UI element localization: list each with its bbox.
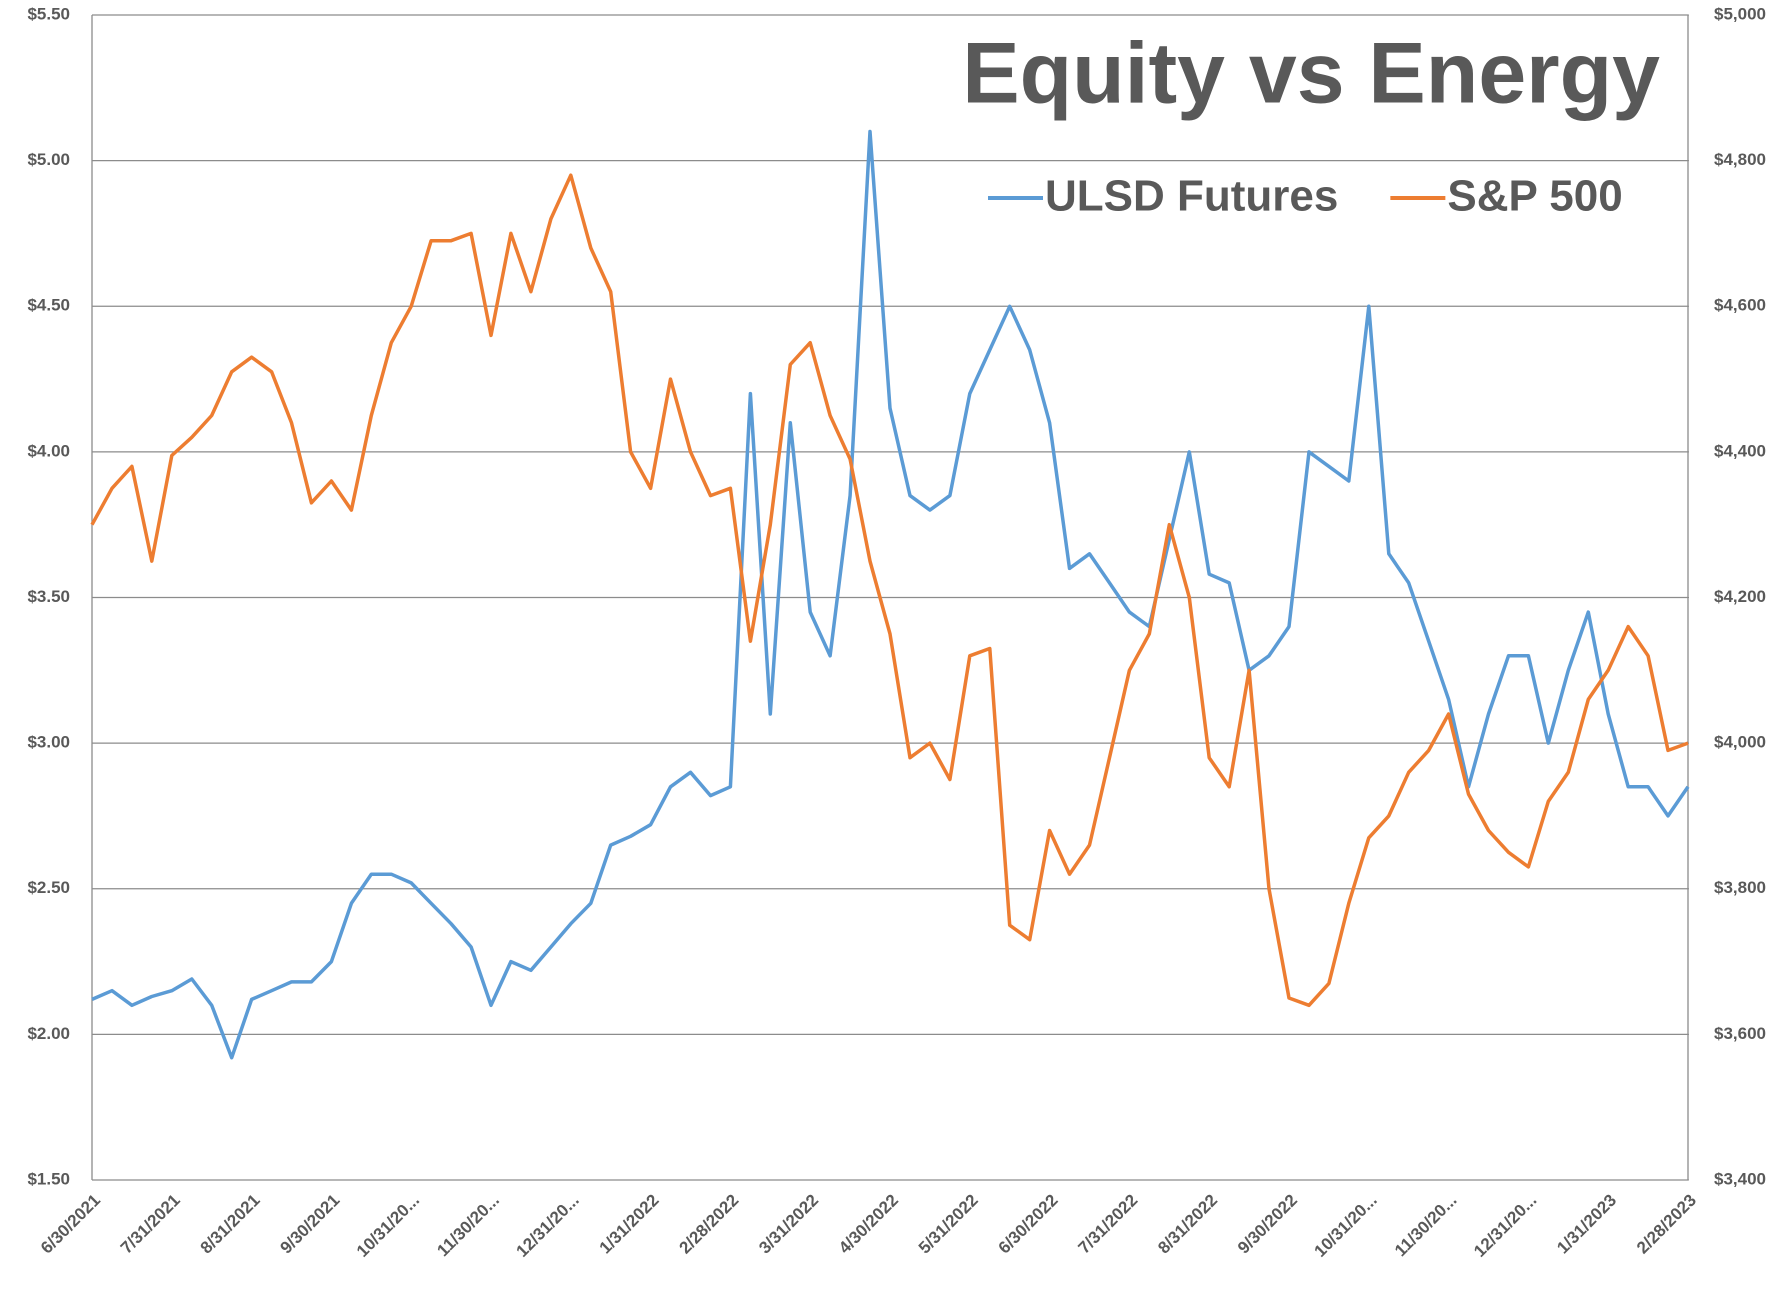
series-line (91, 129, 1690, 1060)
x-tick-label: 11/30/20... (433, 1191, 503, 1261)
x-tick-label: 2/28/2022 (675, 1191, 742, 1258)
x-tick-label: 6/30/2022 (995, 1191, 1062, 1258)
x-tick-label: 1/31/2022 (596, 1191, 663, 1258)
x-tick-label: 10/31/20... (353, 1191, 423, 1261)
y2-tick-label: $4,200 (1714, 587, 1766, 606)
x-tick-label: 9/30/2021 (276, 1191, 343, 1258)
x-tick-label: 8/31/2021 (197, 1191, 264, 1258)
x-tick-label: 7/31/2022 (1074, 1191, 1141, 1258)
x-tick-label: 12/31/20... (1470, 1191, 1540, 1261)
y-tick-label: $1.50 (27, 1169, 70, 1188)
y-tick-label: $5.50 (27, 4, 70, 23)
legend-label: S&P 500 (1447, 172, 1622, 221)
y2-tick-label: $4,400 (1714, 441, 1766, 460)
x-tick-label: 9/30/2022 (1234, 1191, 1301, 1258)
x-tick-label: 7/31/2021 (117, 1191, 184, 1258)
y-tick-label: $4.00 (27, 441, 70, 460)
legend-label: ULSD Futures (1045, 172, 1338, 221)
y2-tick-label: $4,600 (1714, 296, 1766, 315)
y2-tick-label: $3,400 (1714, 1169, 1766, 1188)
y-tick-label: $2.50 (27, 878, 70, 897)
y-tick-label: $2.00 (27, 1024, 70, 1043)
x-tick-label: 10/31/20... (1311, 1191, 1381, 1261)
x-tick-label: 2/28/2023 (1633, 1191, 1700, 1258)
y2-tick-label: $5,000 (1714, 4, 1766, 23)
x-tick-label: 12/31/20... (513, 1191, 583, 1261)
series-line (90, 173, 1689, 1008)
y-tick-label: $5.00 (27, 150, 70, 169)
y-tick-label: $4.50 (27, 296, 70, 315)
x-tick-label: 11/30/20... (1391, 1191, 1461, 1261)
x-tick-label: 3/31/2022 (755, 1191, 822, 1258)
x-tick-label: 5/31/2022 (915, 1191, 982, 1258)
y-tick-label: $3.50 (27, 587, 70, 606)
y2-tick-label: $3,600 (1714, 1024, 1766, 1043)
x-tick-label: 6/30/2021 (37, 1191, 104, 1258)
x-tick-label: 8/31/2022 (1154, 1191, 1221, 1258)
y2-tick-label: $4,000 (1714, 733, 1766, 752)
x-tick-label: 4/30/2022 (835, 1191, 902, 1258)
y-tick-label: $3.00 (27, 733, 70, 752)
y2-tick-label: $3,800 (1714, 878, 1766, 897)
x-tick-label: 1/31/2023 (1553, 1191, 1620, 1258)
chart-title: Equity vs Energy (962, 26, 1660, 122)
y2-tick-label: $4,800 (1714, 150, 1766, 169)
